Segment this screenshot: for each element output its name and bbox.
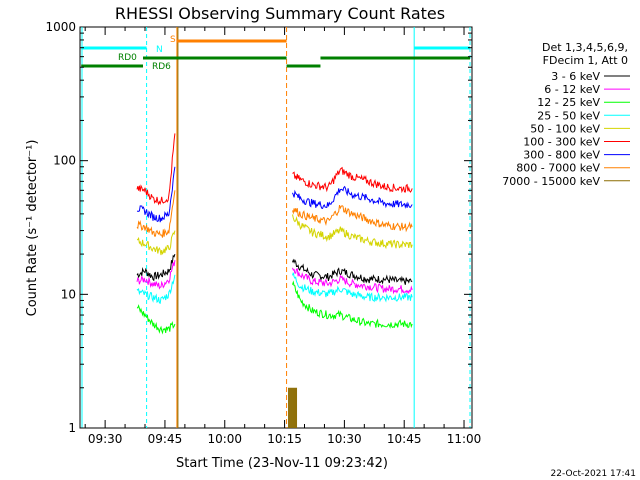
legend-label: 300 - 800 keV	[523, 149, 600, 162]
data-gaps	[81, 27, 471, 428]
y-tick-label: 10	[61, 287, 76, 301]
series-5	[136, 133, 413, 206]
series-4-segment-1	[292, 214, 413, 250]
series-7-segment-0	[136, 190, 176, 238]
series-layer	[136, 133, 413, 428]
series-1	[136, 260, 413, 295]
series-7	[136, 190, 413, 238]
legend-label: 6 - 12 keV	[544, 83, 600, 96]
series-0-segment-1	[292, 258, 413, 285]
legend-label: 25 - 50 keV	[537, 109, 600, 122]
series-7-segment-1	[292, 204, 413, 233]
y-tick-label: 1	[68, 421, 76, 435]
legend-label: 3 - 6 keV	[551, 70, 600, 83]
x-tick-label: 09:45	[148, 432, 183, 446]
flag-label-s: S	[170, 35, 176, 45]
series-0	[136, 253, 413, 285]
legend: Det 1,3,4,5,6,9, FDecim 1, Att 0 3 - 6 k…	[502, 41, 630, 188]
y-tick-label: 100	[53, 154, 76, 168]
flag-label-rd6: RD6	[152, 62, 171, 72]
chart-title: RHESSI Observing Summary Count Rates	[115, 4, 445, 23]
legend-header-line-1: Det 1,3,4,5,6,9,	[542, 41, 628, 54]
x-tick-label: 10:15	[267, 432, 302, 446]
series-2	[136, 280, 413, 335]
x-tick-label: 09:30	[88, 432, 123, 446]
series-5-segment-1	[292, 166, 413, 194]
x-tick-label: 11:00	[447, 432, 482, 446]
y-tick-label: 1000	[45, 20, 76, 34]
flag-bars	[81, 39, 471, 68]
legend-header-line-2: FDecim 1, Att 0	[543, 54, 628, 67]
series-4-segment-0	[136, 230, 176, 256]
series-0-segment-0	[136, 253, 176, 282]
series-2-segment-0	[136, 304, 176, 335]
legend-label: 7000 - 15000 keV	[502, 175, 600, 188]
y-axis-label: Count Rate (s⁻¹ detector⁻¹)	[25, 140, 40, 317]
series-3	[136, 272, 413, 304]
legend-label: 100 - 300 keV	[523, 136, 600, 149]
x-tick-label: 10:45	[387, 432, 422, 446]
legend-label: 800 - 7000 keV	[516, 162, 600, 175]
legend-label: 50 - 100 keV	[530, 122, 600, 135]
series-5-segment-0	[136, 133, 176, 206]
plot-area: N S RD0 RD6	[79, 26, 473, 429]
series-6-segment-0	[136, 166, 176, 223]
series-6	[136, 166, 413, 223]
flag-label-n: N	[156, 45, 163, 55]
series-6-segment-1	[292, 185, 413, 209]
y-axis: 1 10 100 1000	[45, 20, 472, 435]
series-1-segment-0	[136, 260, 176, 290]
series-1-segment-1	[292, 267, 413, 295]
x-axis-label: Start Time (23-Nov-11 09:23:42)	[176, 456, 388, 471]
series-3-segment-1	[292, 272, 413, 303]
x-tick-label: 10:30	[327, 432, 362, 446]
legend-label: 12 - 25 keV	[537, 96, 600, 109]
plot-frame	[79, 26, 473, 429]
series-4	[136, 214, 413, 256]
x-tick-label: 10:00	[207, 432, 242, 446]
series-8	[288, 387, 298, 428]
date-stamp: 22-Oct-2021 17:41	[551, 469, 636, 479]
flag-label-rd0: RD0	[118, 53, 137, 63]
series-3-segment-0	[136, 274, 176, 304]
x-axis: 09:30 09:45 10:00 10:15 10:30 10:45 11:00	[84, 27, 482, 446]
series-2-segment-1	[292, 280, 413, 329]
